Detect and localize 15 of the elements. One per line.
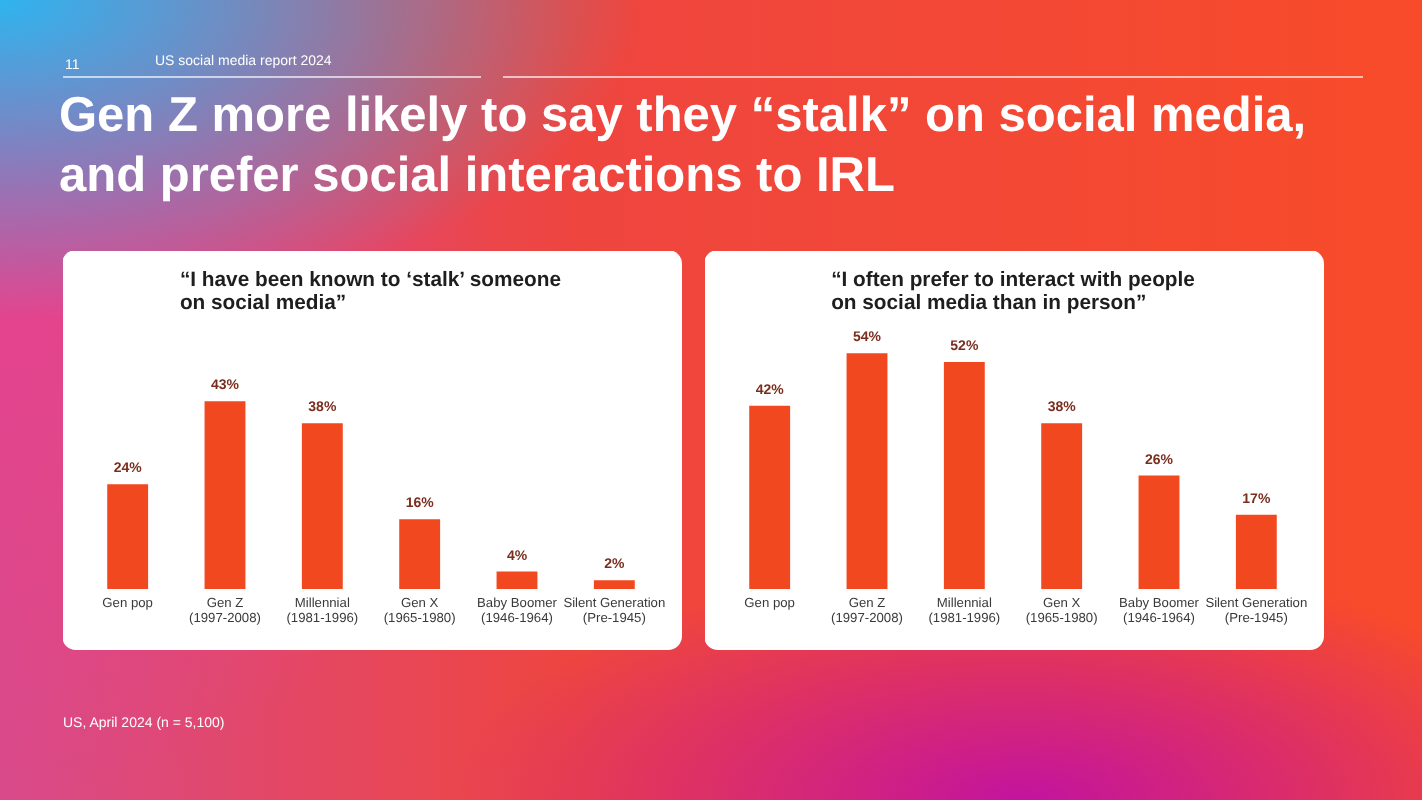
bar [204, 401, 246, 589]
text: Gen Z more likely to say they “stalk” on social media, and prefer social interactions to IRL [59, 89, 1307, 204]
bar [749, 405, 791, 589]
bar [846, 353, 888, 589]
bar [399, 519, 441, 589]
bar [593, 580, 635, 589]
bar [943, 362, 985, 589]
bar [1041, 423, 1083, 589]
bar [1138, 475, 1180, 589]
bar [1235, 514, 1277, 589]
bar [301, 423, 343, 589]
bar [107, 484, 149, 589]
chart-title: “I have been known to ‘stalk’ someone on social media” [179, 269, 562, 315]
bar [496, 571, 538, 589]
chart-title: “I often prefer to interact with people on social media than in person” [831, 269, 1196, 315]
